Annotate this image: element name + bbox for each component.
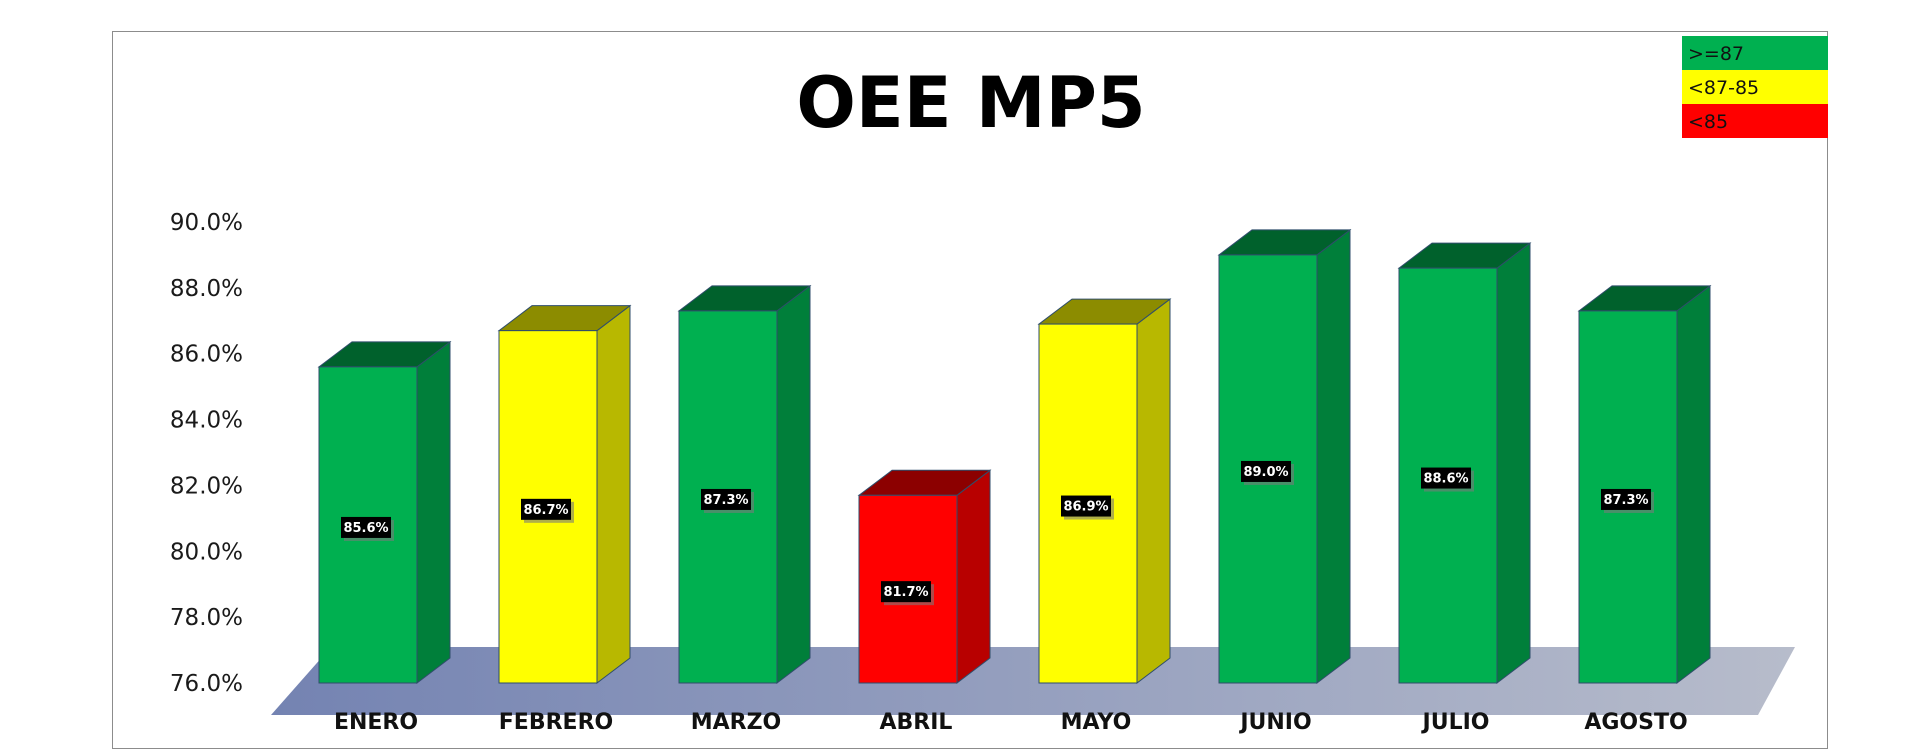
legend-swatch xyxy=(1682,70,1828,104)
data-label-box xyxy=(341,516,391,538)
bar-side-face xyxy=(956,469,991,685)
data-label-box xyxy=(1061,495,1111,517)
y-tick-label: 78.0% xyxy=(170,605,243,631)
data-label: 86.9% xyxy=(1063,500,1108,515)
legend-item: <85 xyxy=(1682,104,1828,138)
y-tick-label: 84.0% xyxy=(170,408,243,434)
data-label-box xyxy=(1421,467,1471,489)
legend-item: <87-85 xyxy=(1682,70,1828,104)
bar-febrero: 86.7% FEBRERO xyxy=(497,304,632,735)
bar-side-face xyxy=(596,304,631,685)
bar-marzo: 87.3% MARZO xyxy=(677,284,812,735)
bar-side-face xyxy=(1316,228,1351,685)
legend-label: <87-85 xyxy=(1688,77,1759,99)
legend-swatch xyxy=(1682,36,1828,70)
data-label-box xyxy=(1601,488,1651,510)
category-label: MAYO xyxy=(1061,710,1132,735)
category-label: AGOSTO xyxy=(1584,710,1687,735)
oee-bar-chart: OEE MP5 76.0% 78.0% 80.0% 82.0% 84.0% 86.0% 88… xyxy=(170,36,1828,735)
data-label: 85.6% xyxy=(343,521,388,536)
legend-label: <85 xyxy=(1688,111,1728,133)
chart-title: OEE MP5 xyxy=(796,62,1145,144)
bar-junio: 89.0% JUNIO xyxy=(1217,228,1352,735)
category-label: ENERO xyxy=(334,710,418,735)
bar-enero: 85.6% ENERO xyxy=(317,340,452,735)
bar-mayo: 86.9% MAYO xyxy=(1037,298,1172,735)
legend-swatch xyxy=(1682,104,1828,138)
category-label: FEBRERO xyxy=(499,710,613,735)
data-label: 86.7% xyxy=(523,503,568,518)
y-tick-label: 76.0% xyxy=(170,671,243,697)
data-label: 87.3% xyxy=(703,493,748,508)
data-label-box xyxy=(881,581,931,603)
data-label: 87.3% xyxy=(1603,493,1648,508)
data-label-box xyxy=(521,498,571,520)
chart-frame: OEE MP5 76.0% 78.0% 80.0% 82.0% 84.0% 86.0% 88… xyxy=(112,31,1828,749)
legend-item: >=87 xyxy=(1682,36,1828,70)
bar-side-face xyxy=(1676,284,1711,685)
bar-abril: 81.7% ABRIL xyxy=(857,469,992,735)
bar-side-face xyxy=(1496,242,1531,685)
bar-agosto: 87.3% AGOSTO xyxy=(1577,284,1712,735)
y-tick-label: 88.0% xyxy=(170,276,243,302)
category-label: JULIO xyxy=(1421,710,1490,735)
y-tick-label: 82.0% xyxy=(170,473,243,499)
y-tick-label: 80.0% xyxy=(170,539,243,565)
category-label: MARZO xyxy=(691,710,782,735)
data-label: 81.7% xyxy=(883,585,928,600)
data-label: 88.6% xyxy=(1423,472,1468,487)
bar-side-face xyxy=(1136,298,1171,685)
category-label: ABRIL xyxy=(880,710,953,735)
bar-side-face xyxy=(776,284,811,685)
y-tick-label: 86.0% xyxy=(170,342,243,368)
bar-side-face xyxy=(416,340,451,685)
category-label: JUNIO xyxy=(1238,710,1311,735)
data-label-box xyxy=(1241,460,1291,482)
data-label-box xyxy=(701,488,751,510)
data-label: 89.0% xyxy=(1243,465,1288,480)
legend-label: >=87 xyxy=(1688,43,1744,65)
y-tick-label: 90.0% xyxy=(170,210,243,236)
bar-julio: 88.6% JULIO xyxy=(1397,242,1532,735)
